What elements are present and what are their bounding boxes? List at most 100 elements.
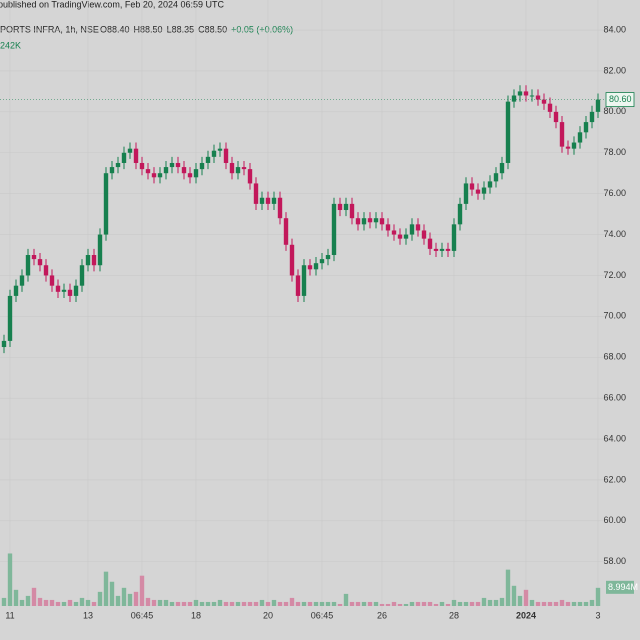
- candle-body: [343, 203, 349, 211]
- candle-body: [25, 255, 31, 276]
- volume-bar: [1, 597, 7, 606]
- candle-body: [259, 197, 265, 204]
- candle-body: [391, 230, 397, 235]
- candle-body: [541, 99, 547, 104]
- candle-body: [121, 152, 127, 163]
- candle-body: [379, 218, 385, 225]
- y-tick-label: 68.00: [603, 352, 626, 362]
- x-tick-label: 13: [83, 610, 93, 620]
- candle-body: [247, 169, 253, 184]
- volume-label-box: [606, 580, 634, 594]
- candle-body: [163, 167, 169, 174]
- y-tick-label: 72.00: [603, 270, 626, 280]
- candle-body: [463, 183, 469, 204]
- candle-body: [349, 203, 355, 219]
- volume-bar: [229, 601, 235, 606]
- y-tick-label: 58.00: [603, 556, 626, 566]
- volume-bar: [499, 597, 505, 606]
- last-price-label: 80.60: [609, 94, 632, 104]
- volume-bar: [49, 599, 55, 606]
- candle-body: [577, 132, 583, 143]
- candle-body: [235, 167, 241, 174]
- candle-body: [49, 275, 55, 286]
- volume-bar: [409, 601, 415, 606]
- volume-bar: [241, 601, 247, 606]
- y-tick-label: 62.00: [603, 474, 626, 484]
- volume-bar: [253, 601, 259, 606]
- volume-bar: [169, 601, 175, 606]
- volume-bar: [187, 601, 193, 606]
- candle-body: [433, 248, 439, 251]
- candle-body: [307, 265, 313, 270]
- candle-body: [229, 162, 235, 174]
- volume-bar: [571, 601, 577, 606]
- volume-bar: [331, 601, 337, 606]
- volume-bar: [19, 599, 25, 606]
- candle-body: [13, 285, 19, 296]
- volume-bar: [589, 599, 595, 606]
- candle-body: [277, 197, 283, 219]
- candle-body: [529, 95, 535, 97]
- x-tick-label: 06:45: [311, 610, 334, 620]
- candle-body: [199, 162, 205, 170]
- volume-bar: [403, 603, 409, 606]
- candle-body: [313, 263, 319, 270]
- volume-bar: [493, 599, 499, 606]
- volume-bar: [109, 581, 115, 606]
- volume-bar: [175, 601, 181, 606]
- volume-bar: [547, 601, 553, 606]
- volume-bar: [289, 597, 295, 606]
- volume-bar: [85, 599, 91, 606]
- candle-body: [475, 189, 481, 194]
- volume-bar: [283, 601, 289, 606]
- x-tick-label: 18: [191, 610, 201, 620]
- volume-bar: [529, 599, 535, 606]
- volume-bar: [457, 601, 463, 606]
- candle-body: [301, 265, 307, 296]
- volume-bar: [271, 599, 277, 606]
- volume-bar: [67, 599, 73, 606]
- volume-bar: [13, 589, 19, 606]
- candle-body: [319, 259, 325, 264]
- volume-bar: [133, 591, 139, 606]
- volume-bar: [277, 601, 283, 606]
- candle-body: [355, 218, 361, 225]
- volume-bar: [91, 601, 97, 606]
- candle-body: [487, 181, 493, 188]
- candle-body: [493, 173, 499, 182]
- ohlc-value: L88.35: [167, 24, 195, 34]
- candle-body: [373, 218, 379, 223]
- candle-body: [331, 203, 337, 256]
- y-tick-label: 80.00: [603, 106, 626, 116]
- candle-body: [79, 265, 85, 286]
- volume-bar: [163, 599, 169, 606]
- volume-bar: [61, 601, 67, 606]
- candle-body: [415, 224, 421, 231]
- x-tick-label: 2024: [516, 610, 536, 620]
- candle-body: [511, 95, 517, 102]
- y-tick-label: 82.00: [603, 65, 626, 75]
- x-tick-label: 06:45: [131, 610, 154, 620]
- candle-body: [451, 224, 457, 251]
- volume-bar: [487, 599, 493, 606]
- candle-body: [109, 167, 115, 174]
- candle-body: [361, 218, 367, 225]
- volume-bar: [535, 601, 541, 606]
- candle-body: [181, 167, 187, 174]
- candle-body: [223, 148, 229, 163]
- candle-body: [469, 183, 475, 190]
- volume-bar: [559, 599, 565, 606]
- volume-bar: [439, 601, 445, 606]
- x-tick-label: 26: [377, 610, 387, 620]
- volume-bar: [157, 599, 163, 606]
- volume-bar: [73, 601, 79, 606]
- volume-bar: [451, 599, 457, 606]
- volume-bar: [103, 571, 109, 606]
- candle-body: [211, 150, 217, 157]
- candle-body: [595, 99, 601, 112]
- candle-body: [427, 238, 433, 249]
- candle-body: [127, 148, 133, 153]
- candle-body: [253, 183, 259, 204]
- volume-bar: [307, 601, 313, 606]
